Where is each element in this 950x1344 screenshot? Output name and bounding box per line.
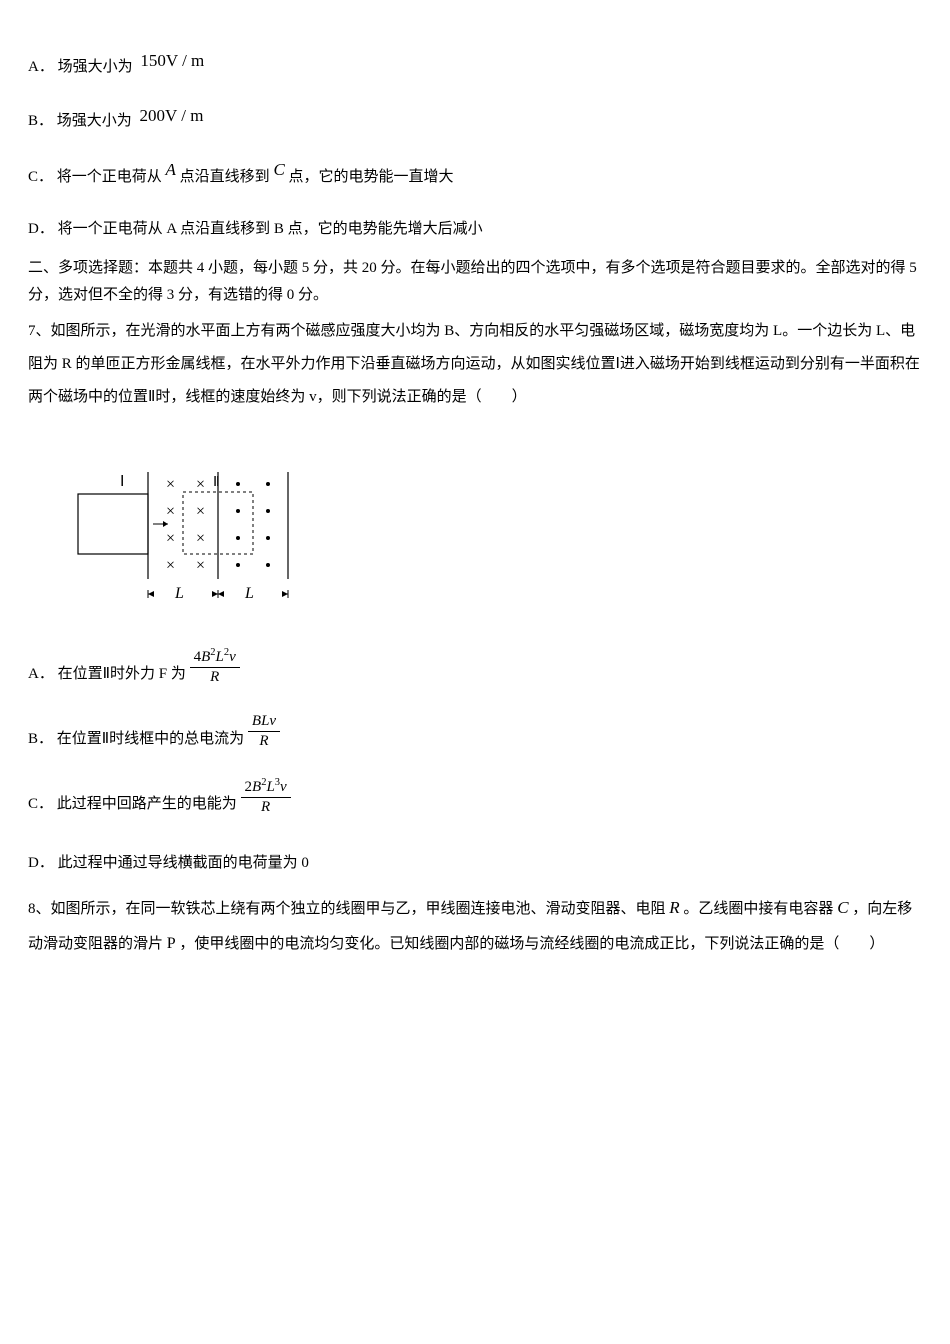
option-text-post: 点，它的电势能一直增大 <box>289 169 454 185</box>
option-q6-d: D． 将一个正电荷从 A 点沿直线移到 B 点，它的电势能先增大后减小 <box>28 216 922 243</box>
option-text: 在位置Ⅱ时外力 F 为 <box>58 661 186 688</box>
option-label: D． <box>28 850 54 877</box>
question-7-diagram: × × × × × × × × Ⅰ Ⅱ L <box>68 464 922 634</box>
option-label: A． <box>28 54 54 81</box>
option-text: 此过程中回路产生的电能为 <box>57 791 237 818</box>
label-L-left: L <box>174 585 184 602</box>
option-text: 此过程中通过导线横截面的电荷量为 0 <box>58 855 309 871</box>
svg-text:×: × <box>196 476 205 493</box>
var-P: P <box>167 935 176 952</box>
label-L-right: L <box>244 585 254 602</box>
option-q7-c: C． 此过程中回路产生的电能为 2B2L3v R <box>28 784 922 826</box>
var-C: C <box>837 898 848 917</box>
q8-pre: 如图所示，在同一软铁芯上绕有两个独立的线圈甲与乙，甲线圈连接电池、滑动变阻器、电… <box>51 901 666 917</box>
option-q7-b: B． 在位置Ⅱ时线框中的总电流为 BLv R <box>28 720 922 760</box>
q8-mid: 。乙线圈中接有电容器 <box>683 901 833 917</box>
option-q7-a: A． 在位置Ⅱ时外力 F 为 4B2L2v R <box>28 654 922 696</box>
svg-text:×: × <box>166 557 175 574</box>
q8-post: ，使甲线圈中的电流均匀变化。已知线圈内部的磁场与流经线圈的电流成正比，下列说法正… <box>179 936 884 952</box>
question-7-stem: 7、如图所示，在光滑的水平面上方有两个磁感应强度大小均为 B、方向相反的水平匀强… <box>28 315 922 414</box>
option-text-mid: 点沿直线移到 <box>180 169 270 185</box>
svg-text:×: × <box>166 476 175 493</box>
option-label: D． <box>28 216 54 243</box>
option-value: 200V / m <box>140 101 204 132</box>
option-value: 150V / m <box>140 46 204 77</box>
option-text: 在位置Ⅱ时线框中的总电流为 <box>57 726 244 753</box>
option-q7-d: D． 此过程中通过导线横截面的电荷量为 0 <box>28 850 922 877</box>
svg-text:×: × <box>196 503 205 520</box>
option-text: 场强大小为 <box>58 54 133 81</box>
svg-text:×: × <box>196 557 205 574</box>
section-2-heading: 二、多项选择题：本题共 4 小题，每小题 5 分，共 20 分。在每小题给出的四… <box>28 255 922 309</box>
fraction: BLv R <box>248 712 280 752</box>
option-q6-a: A． 场强大小为 150V / m <box>28 52 922 83</box>
option-text: 将一个正电荷从 A 点沿直线移到 B 点，它的电势能先增大后减小 <box>58 221 483 237</box>
question-label: 7、 <box>28 323 51 339</box>
option-label: B． <box>28 108 53 135</box>
fraction: 4B2L2v R <box>190 646 240 688</box>
var-c: C <box>273 160 284 179</box>
svg-text:×: × <box>166 530 175 547</box>
question-label: 8、 <box>28 901 51 917</box>
magnetic-field-diagram: × × × × × × × × Ⅰ Ⅱ L <box>68 464 298 624</box>
var-a: A <box>166 160 176 179</box>
option-text-pre: 将一个正电荷从 <box>57 169 162 185</box>
option-label: C． <box>28 164 53 191</box>
question-text: 如图所示，在光滑的水平面上方有两个磁感应强度大小均为 B、方向相反的水平匀强磁场… <box>28 323 920 405</box>
question-8-stem: 8、如图所示，在同一软铁芯上绕有两个独立的线圈甲与乙，甲线圈连接电池、滑动变阻器… <box>28 889 922 962</box>
option-label: B． <box>28 726 53 753</box>
option-label: C． <box>28 791 53 818</box>
label-position-1: Ⅰ <box>120 474 124 490</box>
var-R: R <box>669 898 679 917</box>
option-text: 场强大小为 <box>57 108 132 135</box>
svg-text:×: × <box>196 530 205 547</box>
fraction: 2B2L3v R <box>241 776 291 818</box>
svg-text:×: × <box>166 503 175 520</box>
option-label: A． <box>28 661 54 688</box>
option-q6-b: B． 场强大小为 200V / m <box>28 107 922 138</box>
label-position-2: Ⅱ <box>213 475 220 490</box>
option-q6-c: C． 将一个正电荷从 A 点沿直线移到 C 点，它的电势能一直增大 <box>28 161 922 192</box>
